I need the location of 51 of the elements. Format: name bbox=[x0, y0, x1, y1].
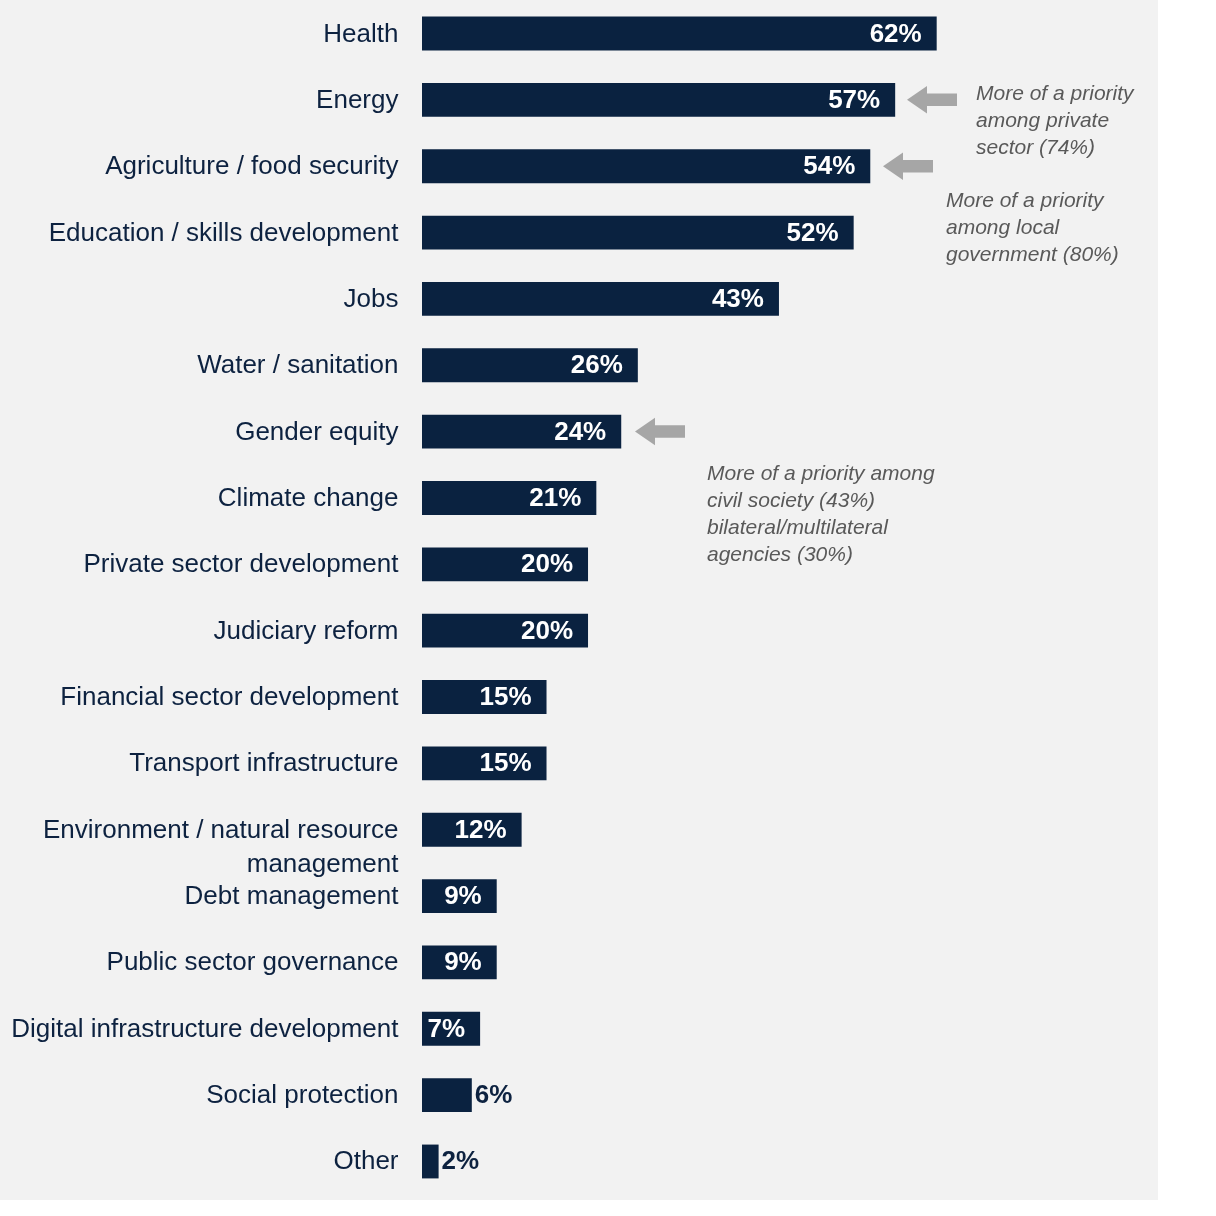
data-label: 15% bbox=[479, 681, 532, 712]
bar bbox=[422, 1078, 472, 1113]
text: More of a priority among local government (80%) bbox=[946, 188, 1119, 266]
data-label: 57% bbox=[828, 83, 881, 114]
y-tick-label: Private sector development bbox=[83, 548, 400, 579]
data-label: 9% bbox=[444, 946, 482, 977]
bar bbox=[422, 613, 589, 648]
data-label: 43% bbox=[711, 282, 764, 313]
bar bbox=[422, 82, 896, 117]
y-tick-label: Transport infrastructure bbox=[129, 747, 399, 778]
data-label: 7% bbox=[427, 1012, 466, 1043]
data-label: 54% bbox=[803, 150, 856, 181]
y-tick-label: Financial sector development bbox=[60, 681, 400, 712]
bar bbox=[422, 1144, 439, 1179]
data-label: 2% bbox=[441, 1145, 480, 1176]
data-label: 12% bbox=[454, 813, 507, 844]
y-tick-label: Agriculture / food security bbox=[105, 150, 399, 181]
bar bbox=[422, 149, 871, 184]
bar bbox=[422, 16, 937, 51]
y-tick-label: Digital infrastructure development bbox=[11, 1012, 400, 1043]
bar bbox=[422, 547, 589, 582]
data-label: 20% bbox=[520, 548, 574, 579]
data-label: 9% bbox=[444, 880, 482, 911]
bar bbox=[422, 215, 854, 250]
y-tick-label: Other bbox=[333, 1145, 399, 1176]
data-label: 21% bbox=[529, 481, 582, 512]
data-label: 52% bbox=[786, 216, 839, 247]
bar bbox=[422, 282, 779, 316]
y-tick-label: Climate change bbox=[217, 481, 399, 512]
data-label: 24% bbox=[554, 415, 607, 446]
y-tick-label: Judiciary reform bbox=[213, 614, 399, 645]
y-tick-label: Health bbox=[323, 17, 399, 48]
text: More of a priority among private sector (74%) bbox=[976, 80, 1136, 158]
bar bbox=[422, 348, 638, 383]
y-tick-label: Gender equity bbox=[235, 415, 399, 446]
bar bbox=[422, 481, 597, 515]
y-tick-label: Public sector governance bbox=[106, 946, 399, 977]
y-tick-label: Environment / natural resource management bbox=[42, 813, 400, 878]
data-label: 26% bbox=[570, 349, 623, 380]
y-tick-label: Energy bbox=[316, 83, 399, 114]
data-label: 20% bbox=[520, 614, 574, 645]
data-label: 15% bbox=[479, 747, 532, 778]
data-label: 62% bbox=[869, 17, 922, 48]
bar bbox=[422, 414, 622, 449]
y-tick-label: Water / sanitation bbox=[197, 349, 399, 380]
y-tick-label: Jobs bbox=[343, 282, 399, 313]
y-tick-label: Education / skills development bbox=[48, 216, 400, 247]
y-tick-label: Social protection bbox=[206, 1079, 399, 1110]
annotation: More of a priority among civil society (43%) bilateral/multilateral agencies (30%) bbox=[707, 460, 935, 565]
y-tick-label: Debt management bbox=[184, 880, 400, 911]
data-label: 6% bbox=[474, 1079, 513, 1110]
